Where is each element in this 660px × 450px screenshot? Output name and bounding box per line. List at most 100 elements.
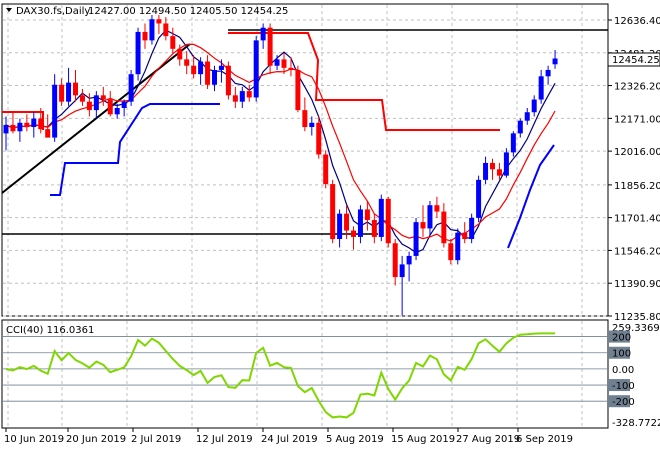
candle-body[interactable]: [330, 184, 336, 240]
candle-body[interactable]: [490, 162, 495, 170]
candle-body[interactable]: [510, 133, 516, 153]
candle-body[interactable]: [142, 31, 148, 41]
candle-body[interactable]: [79, 95, 85, 102]
candle-body[interactable]: [253, 40, 259, 98]
candle-body[interactable]: [225, 65, 231, 96]
cci-levels: [3, 336, 607, 402]
candle-body[interactable]: [177, 48, 183, 60]
candle-body[interactable]: [191, 65, 197, 75]
candle-body[interactable]: [545, 69, 551, 77]
candle-body[interactable]: [371, 220, 377, 237]
cci-tick-label: 0.00: [612, 365, 634, 376]
candle-body[interactable]: [364, 209, 370, 221]
candle-body[interactable]: [323, 154, 329, 185]
candle-body[interactable]: [24, 122, 30, 128]
candle-body[interactable]: [552, 58, 558, 65]
candle-body[interactable]: [73, 82, 78, 96]
candle-body[interactable]: [3, 124, 9, 134]
cci-tick-label: 200: [612, 333, 631, 344]
candle-body[interactable]: [496, 169, 502, 176]
time-axis: 10 Jun 2019 20 Jun 2019 2 Jul 2019 12 Jul 2…: [4, 428, 573, 445]
candle-body[interactable]: [232, 95, 238, 102]
candle-body[interactable]: [274, 59, 280, 66]
candle-body[interactable]: [302, 110, 308, 128]
candle-body[interactable]: [114, 108, 120, 115]
candle-body[interactable]: [413, 222, 419, 256]
candle-body[interactable]: [205, 61, 211, 85]
candle-body[interactable]: [469, 217, 475, 240]
candle-body[interactable]: [93, 95, 99, 111]
candle-body[interactable]: [31, 118, 37, 128]
candle-body[interactable]: [52, 84, 58, 138]
candle-body[interactable]: [135, 31, 141, 75]
time-label: 12 Jul 2019: [196, 434, 253, 445]
candle-body[interactable]: [531, 99, 537, 113]
cci-level-box: [608, 330, 630, 343]
candle-body[interactable]: [455, 232, 461, 261]
candle-body[interactable]: [100, 95, 106, 100]
candle-body[interactable]: [128, 74, 134, 102]
price-tick-label: 11390.90: [614, 279, 660, 290]
candle-body[interactable]: [503, 152, 509, 176]
candle-body[interactable]: [420, 222, 426, 229]
candle-body[interactable]: [357, 209, 363, 237]
candle-body[interactable]: [38, 118, 44, 130]
candle-body[interactable]: [476, 179, 482, 218]
candle-body[interactable]: [378, 198, 384, 237]
symbol-label: DAX30.fs,Daily: [16, 6, 90, 17]
candle-body[interactable]: [156, 19, 162, 24]
candle-body[interactable]: [163, 23, 169, 37]
cci-level-box: [608, 379, 630, 392]
candle-body[interactable]: [538, 76, 544, 100]
candle-body[interactable]: [385, 198, 391, 244]
candle-body[interactable]: [337, 213, 343, 240]
candle-body[interactable]: [170, 36, 176, 49]
cci-tick-label: -100: [612, 381, 635, 392]
price-tick-label: 12016.00: [614, 147, 660, 158]
candle-body[interactable]: [427, 205, 433, 229]
current-price-label: 12454.25: [612, 55, 660, 66]
candle-body[interactable]: [10, 124, 16, 132]
candle-body[interactable]: [295, 69, 301, 111]
candle-body[interactable]: [281, 59, 287, 68]
candle-body[interactable]: [316, 122, 322, 155]
candle-body[interactable]: [198, 61, 204, 75]
candle-body[interactable]: [267, 27, 273, 66]
candle-body[interactable]: [392, 243, 398, 278]
candle-body[interactable]: [218, 65, 224, 70]
cci-panel-frame: [1, 319, 609, 429]
candle-body[interactable]: [86, 101, 92, 111]
candle-body[interactable]: [483, 162, 489, 180]
candle-body[interactable]: [344, 213, 350, 231]
candle-body[interactable]: [239, 91, 245, 102]
candle-body[interactable]: [524, 112, 530, 121]
candle-body[interactable]: [399, 264, 405, 278]
candle-body[interactable]: [212, 69, 217, 85]
candle-body[interactable]: [462, 232, 468, 240]
candle-body[interactable]: [406, 255, 412, 265]
candle-body[interactable]: [448, 243, 454, 261]
cci-tick-label: -200: [612, 397, 635, 408]
candle-body[interactable]: [184, 59, 190, 66]
dropdown-triangle-icon[interactable]: [6, 8, 12, 12]
candle-body[interactable]: [149, 19, 155, 41]
candle-body[interactable]: [309, 122, 315, 128]
candle-body[interactable]: [246, 91, 252, 98]
candle-body[interactable]: [288, 67, 294, 70]
candle-body[interactable]: [517, 120, 523, 134]
candle-body[interactable]: [434, 205, 440, 212]
cci-line: [5, 332, 556, 419]
candle-body[interactable]: [260, 27, 266, 41]
candle-body[interactable]: [107, 99, 113, 115]
candles[interactable]: [3, 15, 558, 316]
cci-tick-label: 259.3369: [612, 323, 660, 334]
candle-body[interactable]: [45, 129, 51, 138]
candle-body[interactable]: [121, 101, 127, 109]
candle-body[interactable]: [17, 122, 23, 132]
candle-body[interactable]: [59, 84, 65, 102]
candle-body[interactable]: [351, 230, 356, 237]
price-tick-label: 11235.80: [614, 312, 660, 323]
candle-body[interactable]: [66, 82, 72, 102]
candle-body[interactable]: [441, 211, 447, 244]
